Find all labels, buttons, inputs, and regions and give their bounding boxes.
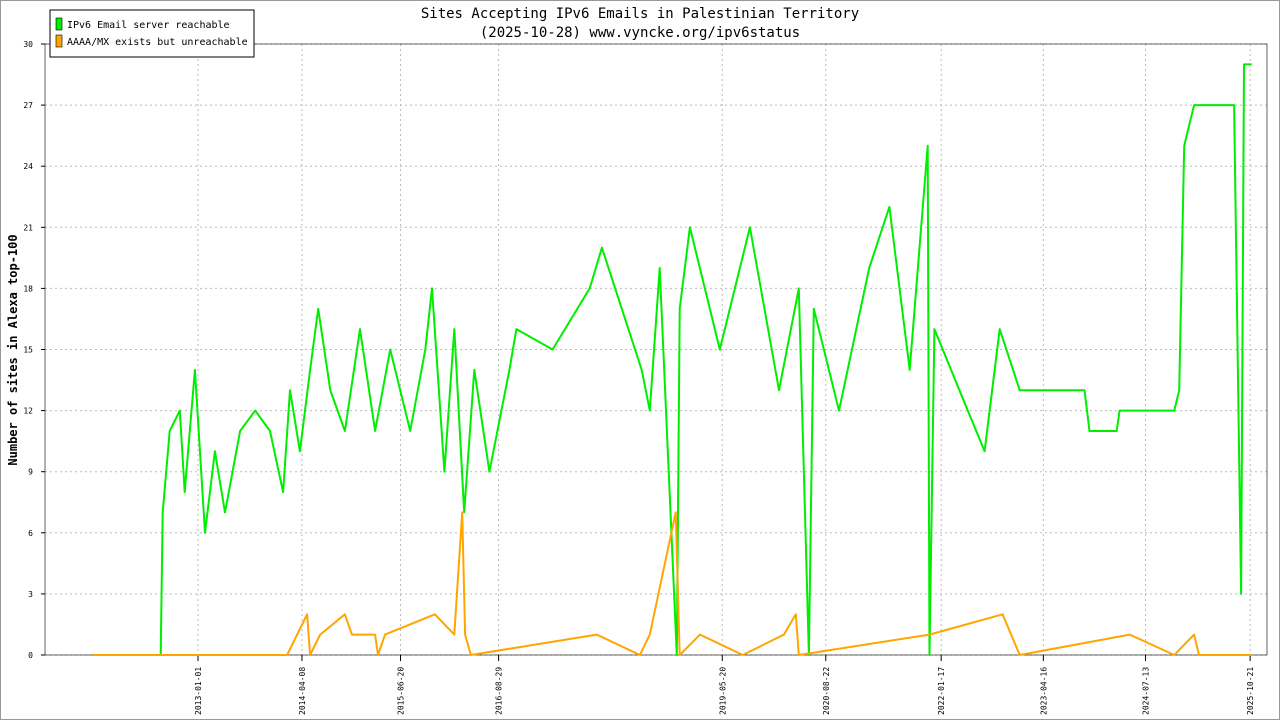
x-tick-label: 2023-04-16: [1039, 667, 1048, 715]
x-tick-label: 2015-06-20: [397, 667, 406, 715]
y-tick-label: 18: [23, 284, 33, 293]
x-tick-label: 2013-01-01: [194, 667, 203, 715]
x-tick-label: 2016-08-29: [495, 667, 504, 715]
y-tick-label: 0: [28, 651, 33, 660]
y-tick-label: 21: [23, 223, 33, 232]
legend-label: AAAA/MX exists but unreachable: [67, 37, 248, 48]
y-tick-label: 27: [23, 101, 33, 110]
series-line: [92, 63, 1252, 656]
legend-swatch: [55, 17, 63, 31]
grid: 0 3 6 9 12 15 18 21 24 27 30 2013-01-01 2014-04-08 20…: [23, 40, 1268, 715]
x-tick-label: 2024-07-13: [1141, 667, 1150, 715]
chart-subtitle: (2025-10-28) www.vyncke.org/ipv6status: [480, 25, 800, 41]
y-tick-label: 12: [23, 407, 33, 416]
y-axis-label: Number of sites in Alexa top-100: [6, 234, 20, 465]
x-tick-label: 2014-04-08: [298, 667, 307, 715]
x-tick-label: 2022-01-17: [937, 667, 946, 715]
y-tick-label: 6: [28, 529, 33, 538]
legend: IPv6 Email server reachable AAAA/MX exist…: [49, 9, 255, 58]
y-tick-label: 3: [28, 590, 33, 599]
series-line: [92, 511, 1252, 656]
chart-title: Sites Accepting IPv6 Emails in Palestini…: [421, 6, 859, 22]
y-tick-label: 24: [23, 162, 33, 171]
legend-swatch: [55, 34, 63, 48]
y-tick-label: 15: [23, 346, 33, 355]
plot-border: [44, 43, 1268, 656]
y-tick-label: 30: [23, 40, 33, 49]
legend-label: IPv6 Email server reachable: [67, 20, 230, 31]
legend-box: [49, 9, 255, 58]
plot: [92, 63, 1252, 656]
x-tick-label: 2025-10-21: [1246, 667, 1255, 715]
x-tick-label: 2020-08-22: [822, 667, 831, 715]
x-tick-label: 2019-05-20: [718, 667, 727, 715]
y-tick-label: 9: [28, 468, 33, 477]
